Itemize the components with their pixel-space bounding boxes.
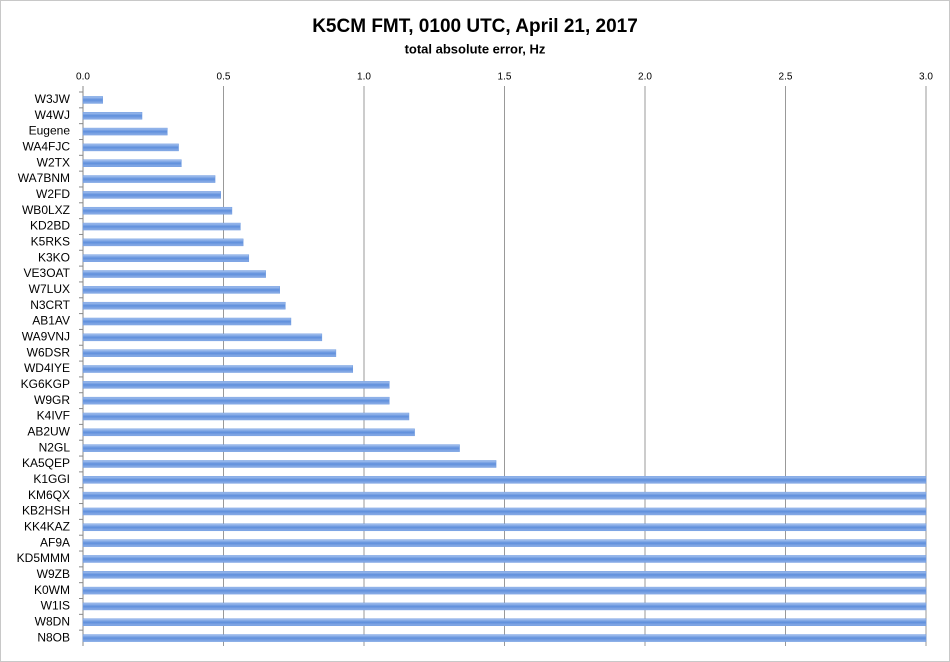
y-tick-label: K5RKS	[31, 235, 70, 249]
chart-title: K5CM FMT, 0100 UTC, April 21, 2017	[312, 16, 638, 37]
x-tick-label: 1.5	[498, 72, 512, 83]
x-tick-label: 3.0	[919, 72, 933, 83]
chart-subtitle: total absolute error, Hz	[405, 41, 546, 56]
bar	[82, 159, 182, 167]
y-tick-label: N2GL	[39, 440, 71, 454]
bar	[82, 270, 266, 278]
y-tick-label: KB2HSH	[22, 504, 70, 518]
y-tick-label: KD2BD	[30, 219, 70, 233]
bar	[82, 127, 168, 136]
bar	[82, 222, 241, 231]
x-tick-label: 2.5	[779, 72, 793, 83]
bar	[82, 491, 927, 500]
y-tick-label: W1IS	[41, 599, 70, 613]
y-tick-label: W2TX	[37, 155, 70, 169]
x-tick-label: 0.5	[217, 72, 231, 83]
x-tick-label: 0.0	[76, 72, 90, 83]
bar	[82, 396, 390, 405]
y-tick-label: W4WJ	[35, 108, 70, 122]
y-tick-label: W6DSR	[27, 345, 71, 359]
y-tick-label: Eugene	[29, 124, 71, 138]
y-tick-label: K4IVF	[37, 409, 70, 423]
bar	[82, 111, 143, 120]
y-tick-label: KK4KAZ	[24, 519, 70, 533]
y-tick-label: N8OB	[37, 630, 70, 644]
bar	[82, 476, 927, 484]
bar	[82, 175, 216, 183]
x-tick-label: 2.0	[638, 72, 652, 83]
y-tick-label: WA7BNM	[18, 171, 70, 185]
x-tick-label: 1.0	[357, 72, 371, 83]
bar	[82, 586, 927, 595]
bar	[82, 365, 354, 373]
bar	[82, 412, 410, 421]
y-tick-label: WA9VNJ	[22, 330, 70, 344]
y-tick-label: AB1AV	[32, 314, 70, 328]
bar	[82, 96, 103, 104]
y-tick-label: K3KO	[38, 250, 70, 264]
bar	[82, 254, 250, 262]
bar	[82, 349, 337, 357]
bar	[82, 317, 292, 326]
bar	[82, 333, 323, 342]
bar	[82, 539, 927, 547]
y-tick-label: KA5QEP	[22, 456, 70, 470]
bar	[82, 191, 221, 199]
y-tick-label: KG6KGP	[21, 377, 70, 391]
y-tick-label: W8DN	[35, 614, 70, 628]
bar	[82, 634, 927, 642]
y-tick-label: W9GR	[34, 393, 70, 407]
y-tick-label: W2FD	[36, 187, 70, 201]
y-tick-label: KM6QX	[28, 488, 70, 502]
bar	[82, 286, 280, 294]
y-tick-label: WA4FJC	[22, 140, 70, 154]
y-tick-label: WB0LXZ	[22, 203, 70, 217]
y-tick-label: N3CRT	[30, 298, 70, 312]
bar	[82, 460, 497, 468]
bar	[82, 206, 233, 215]
bar	[82, 618, 927, 627]
y-tick-label: K0WM	[34, 583, 70, 597]
bar	[82, 143, 179, 152]
bar	[82, 523, 927, 532]
bar	[82, 555, 927, 563]
bar	[82, 428, 415, 437]
y-tick-label: KD5MMM	[17, 551, 70, 565]
y-tick-label: VE3OAT	[24, 266, 71, 280]
y-tick-label: W7LUX	[29, 282, 70, 296]
bar	[82, 507, 927, 516]
y-tick-label: K1GGI	[33, 472, 70, 486]
y-tick-label: AB2UW	[27, 424, 70, 438]
y-tick-label: W9ZB	[37, 567, 70, 581]
y-tick-label: WD4IYE	[24, 361, 70, 375]
bar	[82, 238, 244, 247]
bar	[82, 301, 286, 310]
y-tick-label: AF9A	[40, 535, 70, 549]
bar	[82, 571, 927, 579]
bar	[82, 444, 460, 452]
bar	[82, 602, 927, 611]
y-tick-label: W3JW	[35, 92, 71, 106]
bar	[82, 381, 390, 389]
